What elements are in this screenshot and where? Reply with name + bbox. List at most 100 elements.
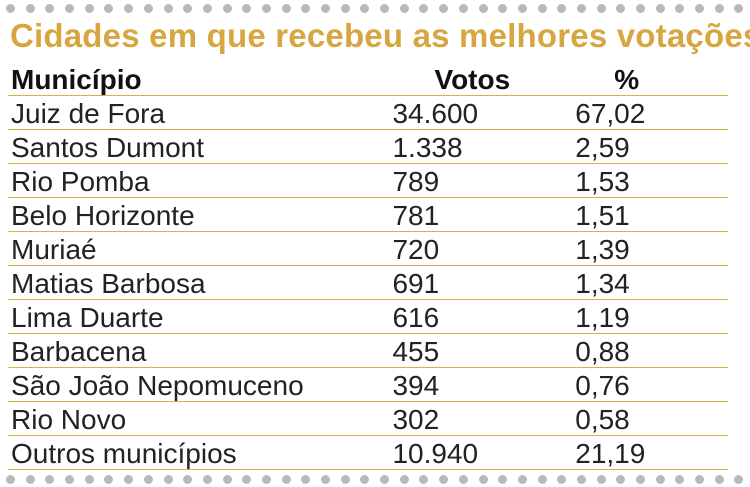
- cell-percent: 0,76: [575, 370, 630, 401]
- table-row: São João Nepomuceno 394 0,76: [8, 368, 728, 402]
- border-dot: [419, 474, 429, 484]
- border-dot: [478, 474, 488, 484]
- border-dot: [202, 474, 212, 484]
- border-dot: [84, 3, 94, 13]
- border-dot: [439, 474, 449, 484]
- border-dot: [261, 474, 271, 484]
- cell-votos: 10.940: [392, 438, 479, 469]
- cell-percent: 1,34: [575, 268, 630, 299]
- cell-votos: 302: [392, 404, 440, 435]
- border-dot: [360, 3, 370, 13]
- votes-table: Município Votos % Juiz de Fora 34.600 67,0…: [8, 62, 728, 470]
- border-dot: [65, 474, 75, 484]
- border-dot: [301, 3, 311, 13]
- border-dot: [25, 3, 35, 13]
- border-dot: [124, 3, 134, 13]
- column-header-votos: Votos: [434, 64, 511, 95]
- column-header-percent: %: [614, 64, 640, 95]
- border-dot: [340, 3, 350, 13]
- cell-municipio: Rio Pomba: [11, 166, 150, 197]
- border-dot: [45, 3, 55, 13]
- border-dot: [202, 3, 212, 13]
- border-dot: [399, 3, 409, 13]
- cell-municipio: Santos Dumont: [11, 132, 204, 163]
- border-dot: [734, 474, 744, 484]
- table-header-row: Município Votos %: [8, 62, 728, 96]
- border-dot: [143, 3, 153, 13]
- cell-municipio: São João Nepomuceno: [11, 370, 304, 401]
- column-header-municipio: Município: [11, 64, 142, 95]
- border-dot: [163, 3, 173, 13]
- page-title: Cidades em que recebeu as melhores votaç…: [10, 17, 750, 54]
- border-dot: [104, 3, 114, 13]
- border-dot: [557, 474, 567, 484]
- border-dot: [183, 3, 193, 13]
- border-dot: [675, 3, 685, 13]
- border-dot: [183, 474, 193, 484]
- border-dot: [301, 474, 311, 484]
- border-dot: [261, 3, 271, 13]
- border-dot: [537, 3, 547, 13]
- cell-percent: 1,51: [575, 200, 630, 231]
- border-dot: [242, 474, 252, 484]
- table-row: Santos Dumont 1.338 2,59: [8, 130, 728, 164]
- table-row: Lima Duarte 616 1,19: [8, 300, 728, 334]
- table-row: Matias Barbosa 691 1,34: [8, 266, 728, 300]
- border-dot: [321, 474, 330, 484]
- border-dot: [537, 474, 547, 484]
- border-dot: [84, 474, 94, 484]
- border-dot: [124, 474, 134, 484]
- border-dot: [675, 474, 685, 484]
- bottom-dot-border: [0, 473, 750, 485]
- border-dot: [242, 3, 252, 13]
- border-dot: [6, 3, 15, 13]
- cell-municipio: Matias Barbosa: [11, 268, 206, 299]
- border-dot: [517, 3, 527, 13]
- border-dot: [714, 3, 724, 13]
- cell-votos: 781: [392, 200, 440, 231]
- cell-votos: 455: [392, 336, 440, 367]
- border-dot: [576, 3, 586, 13]
- cell-percent: 0,58: [575, 404, 630, 435]
- cell-votos: 1.338: [392, 132, 463, 163]
- border-dot: [25, 474, 35, 484]
- border-dot: [143, 474, 153, 484]
- border-dot: [281, 3, 291, 13]
- border-dot: [65, 3, 75, 13]
- table-row: Barbacena 455 0,88: [8, 334, 728, 368]
- cell-votos: 720: [392, 234, 440, 265]
- table-row: Rio Pomba 789 1,53: [8, 164, 728, 198]
- border-dot: [655, 474, 665, 484]
- border-dot: [655, 3, 665, 13]
- border-dot: [695, 474, 705, 484]
- border-dot: [321, 3, 330, 13]
- cell-percent: 2,59: [575, 132, 630, 163]
- border-dot: [380, 474, 390, 484]
- cell-municipio: Barbacena: [11, 336, 147, 367]
- cell-municipio: Outros municípios: [11, 438, 237, 469]
- border-dot: [458, 474, 468, 484]
- border-dot: [380, 3, 390, 13]
- table-row: Belo Horizonte 781 1,51: [8, 198, 728, 232]
- border-dot: [498, 474, 508, 484]
- border-dot: [222, 474, 232, 484]
- cell-votos: 616: [392, 302, 440, 333]
- border-dot: [714, 474, 724, 484]
- border-dot: [340, 474, 350, 484]
- border-dot: [517, 474, 527, 484]
- border-dot: [596, 3, 606, 13]
- table-row: Outros municípios 10.940 21,19: [8, 436, 728, 470]
- top-dot-border: [0, 2, 750, 14]
- cell-percent: 1,19: [575, 302, 630, 333]
- border-dot: [281, 474, 291, 484]
- cell-percent: 21,19: [575, 438, 646, 469]
- cell-percent: 1,39: [575, 234, 630, 265]
- cell-municipio: Muriaé: [11, 234, 97, 265]
- border-dot: [636, 474, 645, 484]
- cell-votos: 34.600: [392, 98, 479, 129]
- border-dot: [439, 3, 449, 13]
- cell-percent: 0,88: [575, 336, 630, 367]
- border-dot: [616, 3, 626, 13]
- cell-municipio: Belo Horizonte: [11, 200, 195, 231]
- border-dot: [576, 474, 586, 484]
